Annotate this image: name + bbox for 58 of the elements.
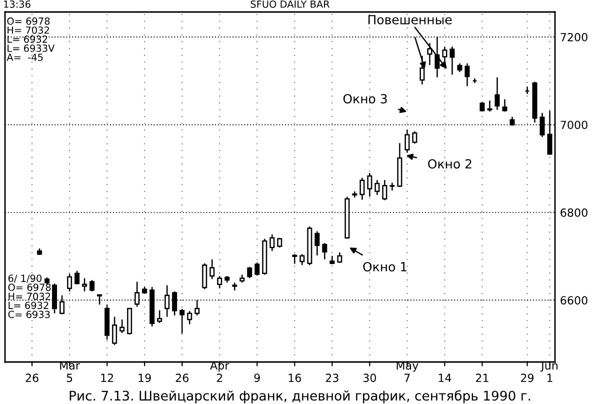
candlestick bbox=[300, 253, 305, 266]
chart-title: SFUO DAILY BAR bbox=[250, 0, 330, 8]
candlestick bbox=[180, 308, 185, 334]
candlestick bbox=[112, 316, 118, 346]
x-tick-label: 12 bbox=[101, 374, 114, 382]
candlestick bbox=[450, 46, 455, 76]
candlestick bbox=[254, 262, 260, 276]
text: 13:36 bbox=[4, 0, 30, 8]
x-tick-label: 14 bbox=[438, 374, 452, 382]
candlestick bbox=[427, 42, 432, 66]
candlestick bbox=[404, 128, 410, 154]
x-tick-label: 26 bbox=[26, 374, 38, 382]
x-tick-label: 26 bbox=[176, 374, 188, 382]
x-tick-label: 19 bbox=[138, 374, 151, 382]
x-tick-label: Apr 2 bbox=[210, 361, 230, 382]
y-tick-label: 7200 bbox=[560, 32, 588, 42]
candlestick bbox=[322, 242, 328, 260]
candlestick bbox=[217, 275, 222, 289]
candlestick bbox=[464, 62, 470, 87]
candlestick bbox=[382, 179, 388, 201]
candlestick bbox=[314, 230, 320, 256]
x-tick-label: 9 bbox=[254, 374, 260, 382]
candlestick bbox=[337, 252, 342, 264]
candlestick bbox=[270, 234, 275, 252]
candlestick bbox=[412, 130, 418, 144]
candlestick bbox=[90, 279, 95, 292]
x-tick-label: 16 bbox=[288, 374, 301, 382]
annotation: O= 6978 H= 7032 L= 6932 L= 6933V A= -45 bbox=[6, 17, 55, 61]
candlestick bbox=[247, 266, 252, 279]
candlestick bbox=[502, 98, 508, 112]
candlestick bbox=[360, 177, 365, 200]
annotation: Окно 1 bbox=[363, 262, 406, 272]
annotation: 6/ 1/90 O= 6978 H= 7032 L= 6932 C= 6933 bbox=[8, 274, 51, 318]
annotation: Повешенные bbox=[368, 15, 452, 24]
text: Рис. 7.13. Швейцарский франк, дневной график, сентябрь 1990 г. bbox=[70, 390, 530, 404]
y-tick-label: 6800 bbox=[560, 208, 588, 217]
candlestick bbox=[202, 262, 208, 290]
candlestick bbox=[210, 258, 215, 280]
candlestick bbox=[494, 76, 500, 110]
candlestick bbox=[187, 310, 192, 325]
annotation: Окно 3 bbox=[343, 94, 387, 104]
annotation: Окно 2 bbox=[428, 159, 472, 169]
candlestick bbox=[487, 100, 492, 112]
x-tick-label: 21 bbox=[476, 374, 488, 382]
y-tick-label: 6600 bbox=[560, 296, 588, 305]
y-tick-label: 7000 bbox=[560, 120, 588, 130]
x-tick-label: 30 bbox=[363, 374, 376, 382]
candlestick bbox=[157, 310, 162, 324]
candlestick bbox=[67, 273, 72, 292]
x-tick-label: 29 bbox=[520, 374, 534, 382]
candlestick bbox=[74, 270, 80, 285]
x-tick-label: 23 bbox=[326, 374, 338, 382]
candlestick bbox=[374, 179, 380, 196]
candlestick bbox=[120, 318, 125, 334]
candlestick bbox=[367, 172, 372, 198]
candlestick bbox=[292, 253, 298, 264]
candlestick bbox=[82, 278, 88, 292]
candlestick bbox=[390, 182, 395, 192]
